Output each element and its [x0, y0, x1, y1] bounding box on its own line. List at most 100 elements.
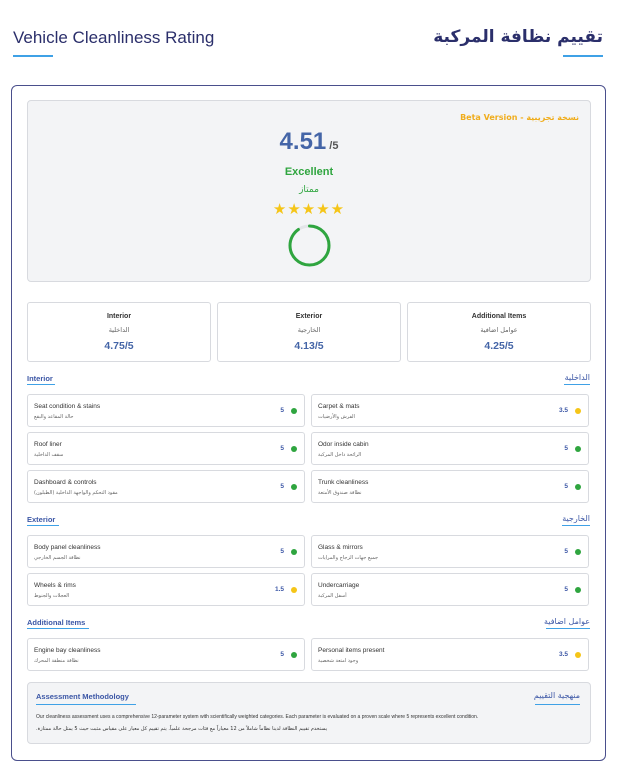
item-label-en: Body panel cleanliness	[34, 544, 101, 551]
status-dot-icon	[575, 408, 581, 414]
status-dot-icon	[575, 549, 581, 555]
category-score: 4.13/5	[294, 340, 324, 352]
list-item: Glass & mirrors جميع جهات الزجاج والمراي…	[311, 535, 589, 568]
item-score: 5	[564, 586, 568, 593]
category-card-additional: Additional Items عوامل اضافية 4.25/5	[407, 302, 591, 362]
overall-score-value: 4.51	[279, 128, 327, 155]
section-title-interior-en: Interior	[27, 374, 53, 383]
methodology-title-ar: منهجية التقييم	[533, 691, 580, 700]
section-underline	[27, 525, 59, 526]
section-title-additional-ar: عوامل اضافية	[544, 617, 590, 626]
item-score: 5	[564, 445, 568, 452]
item-score: 5	[280, 483, 284, 490]
item-label-ar: مقود التحكم والواجهة الداخلية (الطبلون)	[34, 490, 118, 496]
item-label-ar: سقف الداخلية	[34, 452, 64, 458]
item-label-en: Wheels & rims	[34, 582, 76, 589]
category-card-exterior: Exterior الخارجية 4.13/5	[217, 302, 401, 362]
section-underline	[27, 628, 89, 629]
category-score: 4.75/5	[104, 340, 134, 352]
score-ring-arc	[288, 224, 331, 267]
item-label-en: Trunk cleanliness	[318, 479, 369, 486]
list-item: Seat condition & stains حالة المقاعد وال…	[27, 394, 305, 427]
list-item: Carpet & mats الفرش والأرضيات 3.5	[311, 394, 589, 427]
item-score: 1.5	[274, 586, 284, 593]
item-label-ar: نظافة صندوق الأمتعة	[318, 490, 362, 496]
list-item: Dashboard & controls مقود التحكم والواجه…	[27, 470, 305, 503]
item-label-en: Glass & mirrors	[318, 544, 363, 551]
status-dot-icon	[291, 587, 297, 593]
status-dot-icon	[291, 408, 297, 414]
category-title-en: Interior	[106, 313, 132, 320]
item-label-ar: نظافة منطقة المحرك	[34, 658, 79, 664]
methodology-panel: Assessment Methodology منهجية التقييم Ou…	[27, 682, 591, 744]
item-label-en: Odor inside cabin	[318, 441, 369, 448]
star-rating: ★★★★★	[272, 201, 346, 218]
item-label-ar: جميع جهات الزجاج والمرايات	[318, 555, 379, 561]
category-title-en: Exterior	[295, 313, 323, 320]
page-title-ar: تقييم نظافة المركبة	[433, 27, 603, 47]
item-score: 5	[280, 651, 284, 658]
item-score: 3.5	[558, 651, 568, 658]
section-underline	[535, 704, 580, 705]
section-underline	[562, 525, 590, 526]
item-label-en: Roof liner	[34, 441, 62, 448]
item-label-ar: العجلات والجنوط	[34, 593, 70, 599]
overall-score-max: /5	[329, 140, 339, 152]
item-label-ar: حالة المقاعد والبقع	[34, 414, 74, 420]
item-label-en: Dashboard & controls	[34, 479, 97, 486]
score-ring-icon	[288, 224, 331, 267]
item-score: 5	[280, 407, 284, 414]
item-label-ar: الفرش والأرضيات	[318, 414, 355, 420]
item-score: 5	[280, 445, 284, 452]
page-title-en: Vehicle Cleanliness Rating	[13, 28, 215, 47]
section-title-additional-en: Additional Items	[27, 618, 86, 627]
beta-badge: Beta Version - نسخة تجريبية	[460, 113, 579, 122]
category-title-ar: عوامل اضافية	[480, 326, 518, 334]
section-underline	[546, 628, 590, 629]
item-label-en: Undercarriage	[318, 582, 360, 589]
category-title-en: Additional Items	[471, 313, 527, 320]
list-item: Undercarriage أسفل المركبة 5	[311, 573, 589, 606]
status-dot-icon	[291, 484, 297, 490]
methodology-text-en: Our cleanliness assessment uses a compre…	[36, 714, 479, 720]
title-underline-en	[13, 55, 53, 57]
status-dot-icon	[291, 446, 297, 452]
category-card-interior: Interior الداخلية 4.75/5	[27, 302, 211, 362]
list-item: Roof liner سقف الداخلية 5	[27, 432, 305, 465]
section-title-interior-ar: الداخلية	[564, 373, 590, 382]
item-score: 5	[280, 548, 284, 555]
item-label-ar: أسفل المركبة	[318, 593, 347, 599]
status-dot-icon	[291, 549, 297, 555]
item-label-en: Personal items present	[318, 647, 385, 654]
rating-label-ar: ممتاز	[299, 185, 319, 195]
item-label-ar: الرائحة داخل المركبة	[318, 452, 362, 458]
item-label-ar: وجود امتعة شخصية	[318, 658, 359, 664]
category-title-ar: الخارجية	[297, 326, 321, 334]
item-label-ar: نظافة الجسم الخارجي	[34, 555, 81, 561]
item-score: 3.5	[558, 407, 568, 414]
rating-label-en: Excellent	[284, 166, 334, 178]
status-dot-icon	[575, 587, 581, 593]
rating-card: Beta Version - نسخة تجريبية 4.51/5 Excel…	[11, 85, 606, 761]
status-dot-icon	[575, 484, 581, 490]
status-dot-icon	[291, 652, 297, 658]
list-item: Body panel cleanliness نظافة الجسم الخار…	[27, 535, 305, 568]
item-score: 5	[564, 548, 568, 555]
section-underline	[36, 704, 136, 705]
category-title-ar: الداخلية	[108, 326, 130, 334]
section-title-exterior-ar: الخارجية	[562, 514, 590, 523]
page-header: Vehicle Cleanliness Rating تقييم نظافة ا…	[0, 0, 621, 70]
overall-score-panel: Beta Version - نسخة تجريبية 4.51/5 Excel…	[27, 100, 591, 282]
item-label-en: Carpet & mats	[318, 403, 360, 410]
list-item: Personal items present وجود امتعة شخصية …	[311, 638, 589, 671]
category-score: 4.25/5	[484, 340, 514, 352]
list-item: Engine bay cleanliness نظافة منطقة المحر…	[27, 638, 305, 671]
item-score: 5	[564, 483, 568, 490]
section-underline	[27, 384, 55, 385]
title-underline-ar	[563, 55, 603, 57]
section-underline	[564, 384, 590, 385]
methodology-text-ar: يستخدم تقييم النظافة لدينا نظاماً شاملاً…	[36, 726, 328, 732]
overall-score: 4.51/5	[28, 128, 590, 156]
item-label-en: Engine bay cleanliness	[34, 647, 101, 654]
status-dot-icon	[575, 446, 581, 452]
